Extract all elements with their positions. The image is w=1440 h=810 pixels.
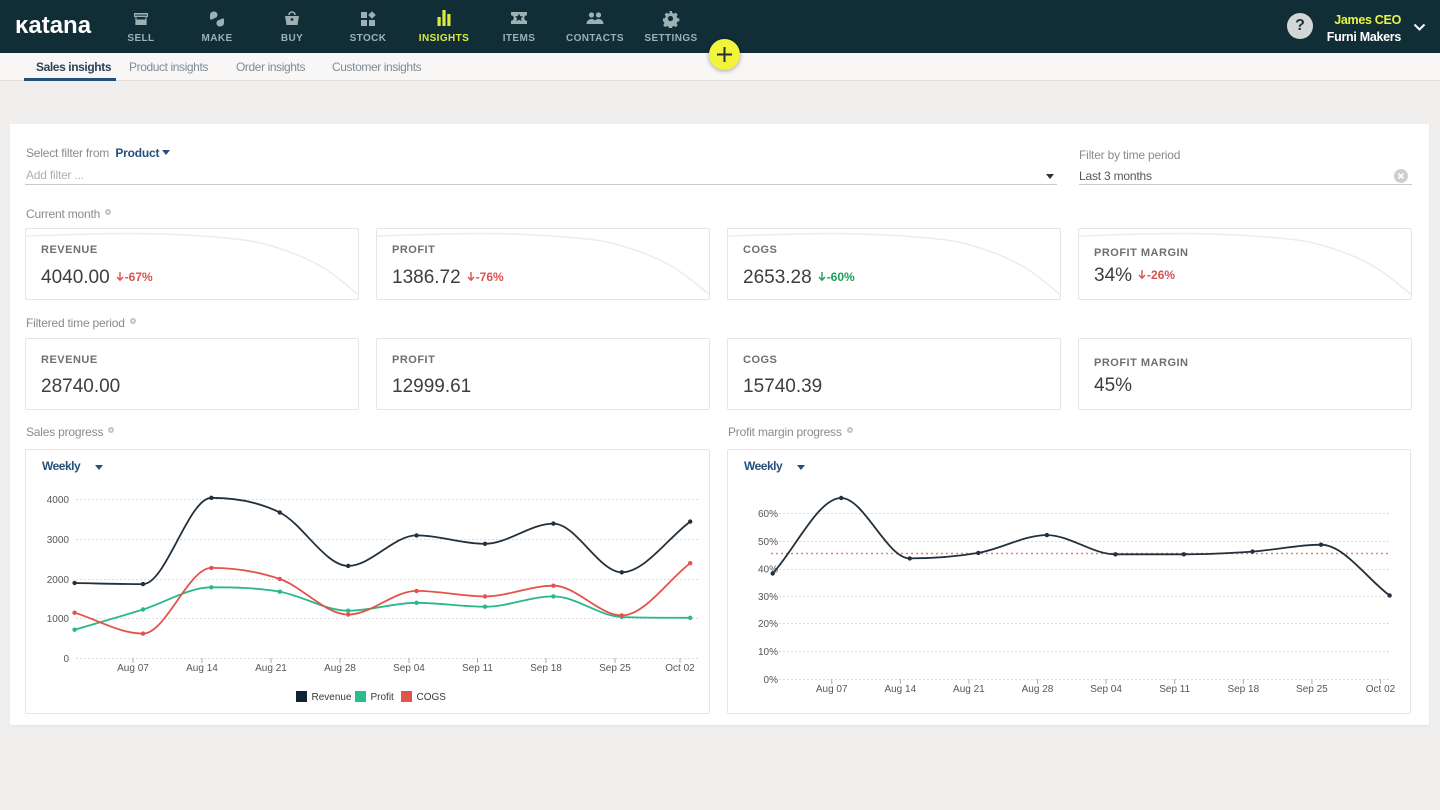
svg-text:Aug 21: Aug 21 (953, 684, 985, 695)
svg-text:2000: 2000 (47, 575, 70, 586)
svg-text:0: 0 (63, 654, 69, 665)
svg-text:Sep 18: Sep 18 (530, 663, 562, 674)
svg-text:Aug 28: Aug 28 (1022, 684, 1054, 695)
svg-text:3000: 3000 (47, 535, 70, 546)
svg-text:Sep 25: Sep 25 (599, 663, 631, 674)
svg-text:10%: 10% (758, 647, 778, 658)
svg-text:50%: 50% (758, 537, 778, 548)
svg-text:Oct 02: Oct 02 (1366, 684, 1396, 695)
svg-text:Aug 21: Aug 21 (255, 663, 287, 674)
svg-text:Profit: Profit (371, 692, 395, 703)
svg-text:Aug 07: Aug 07 (816, 684, 848, 695)
svg-text:4000: 4000 (47, 495, 70, 506)
svg-text:1000: 1000 (47, 614, 70, 625)
svg-text:Oct 02: Oct 02 (665, 663, 695, 674)
svg-text:Aug 14: Aug 14 (186, 663, 218, 674)
svg-text:20%: 20% (758, 619, 778, 630)
svg-text:Sep 04: Sep 04 (393, 663, 425, 674)
svg-text:Sep 11: Sep 11 (1159, 684, 1190, 695)
svg-text:30%: 30% (758, 592, 778, 603)
svg-text:Sep 04: Sep 04 (1090, 684, 1122, 695)
svg-text:60%: 60% (758, 509, 778, 520)
svg-text:Aug 07: Aug 07 (117, 663, 149, 674)
svg-text:Aug 28: Aug 28 (324, 663, 356, 674)
svg-text:Revenue: Revenue (312, 692, 352, 703)
svg-text:Aug 14: Aug 14 (884, 684, 916, 695)
svg-text:Sep 25: Sep 25 (1296, 684, 1328, 695)
svg-text:COGS: COGS (417, 692, 447, 703)
svg-text:40%: 40% (758, 565, 778, 576)
svg-text:Sep 18: Sep 18 (1227, 684, 1259, 695)
svg-text:Sep 11: Sep 11 (462, 663, 493, 674)
svg-text:0%: 0% (764, 675, 779, 686)
